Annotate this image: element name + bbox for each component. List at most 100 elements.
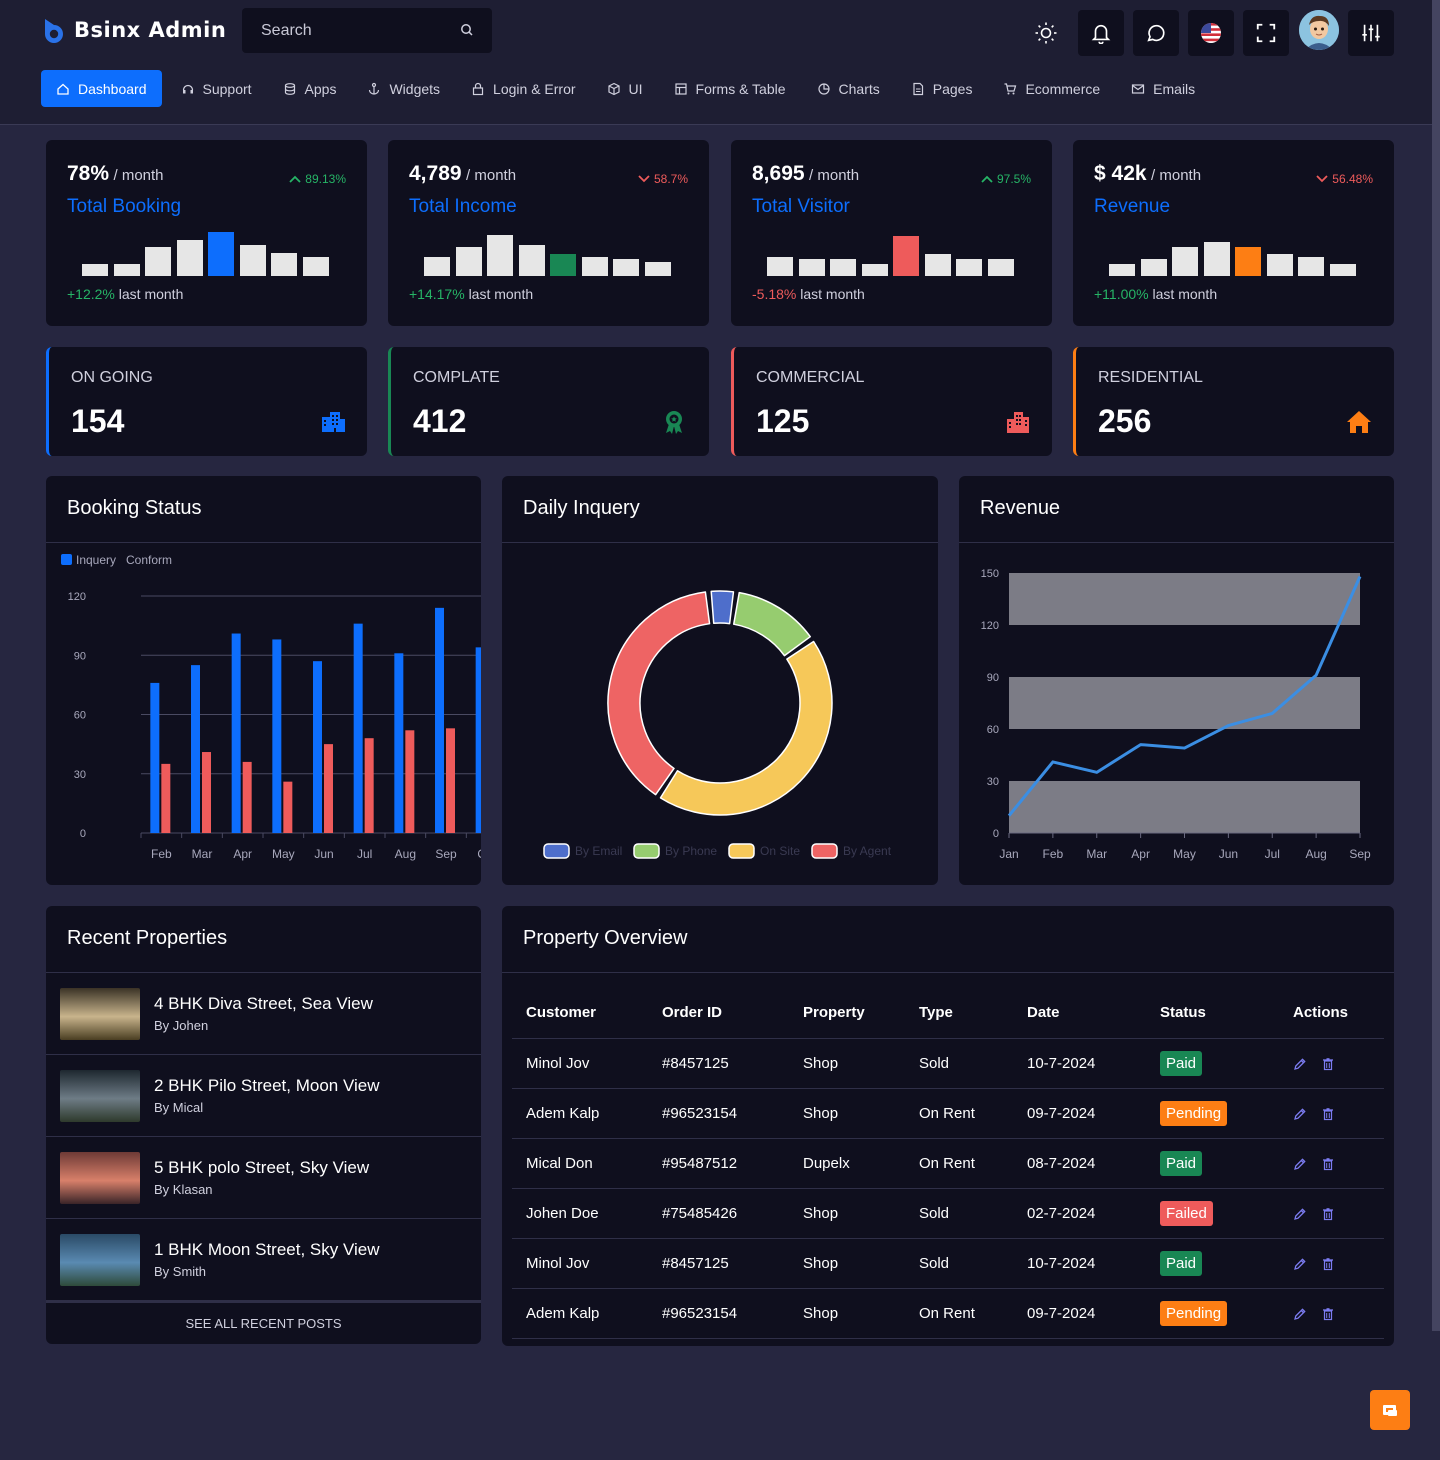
bar-inquery-jul[interactable]: [353, 623, 363, 833]
nav-item-ecommerce[interactable]: Ecommerce: [991, 70, 1112, 107]
bar-inquery-may[interactable]: [272, 639, 282, 833]
nav-item-dashboard[interactable]: Dashboard: [41, 70, 162, 107]
see-all-recent-posts-link[interactable]: SEE ALL RECENT POSTS: [46, 1300, 481, 1344]
bar-inquery-sep[interactable]: [435, 607, 444, 833]
property-thumbnail[interactable]: [60, 1234, 140, 1286]
donut-slice-by-phone[interactable]: [733, 591, 812, 657]
edit-icon[interactable]: [1293, 1207, 1307, 1221]
status-badge: Paid: [1160, 1250, 1203, 1276]
property-title[interactable]: 5 BHK polo Street, Sky View: [154, 1158, 370, 1177]
building-icon: [322, 412, 345, 432]
legend-label[interactable]: By Email: [575, 844, 622, 858]
bar-inquery-mar[interactable]: [191, 665, 200, 833]
y-tick-label: 60: [987, 724, 999, 736]
nav-item-label: Widgets: [389, 80, 441, 97]
bar-inquery-feb[interactable]: [150, 682, 160, 833]
nav-item-apps[interactable]: Apps: [271, 70, 349, 107]
legend-label[interactable]: Inquery: [76, 553, 116, 567]
kpi-value: 412: [413, 403, 467, 439]
trash-icon[interactable]: [1321, 1257, 1335, 1271]
nav-item-widgets[interactable]: Widgets: [355, 70, 452, 107]
edit-icon[interactable]: [1293, 1157, 1307, 1171]
table-row[interactable]: Adem Kalp #96523154 Shop On Rent 09-7-2024 Pe…: [512, 1288, 1384, 1339]
edit-icon[interactable]: [1293, 1257, 1307, 1271]
nav-item-pages[interactable]: Pages: [899, 70, 985, 107]
bar-conform-feb[interactable]: [161, 763, 171, 833]
property-thumbnail[interactable]: [60, 988, 140, 1040]
bar-inquery-jun[interactable]: [313, 661, 322, 833]
donut-slice-by-email[interactable]: [710, 590, 735, 625]
trash-icon[interactable]: [1321, 1307, 1335, 1321]
bar-conform-aug[interactable]: [405, 730, 415, 833]
table-row[interactable]: Minol Jov #8457125 Shop Sold 10-7-2024 Paid: [512, 1038, 1384, 1089]
mini-bar: [1235, 247, 1261, 276]
table-row[interactable]: Adem Kalp #96523154 Shop On Rent 09-7-2024 Pe…: [512, 1088, 1384, 1139]
cell-order: #96523154: [648, 1288, 789, 1339]
bar-conform-mar[interactable]: [202, 752, 211, 833]
trash-icon[interactable]: [1321, 1107, 1335, 1121]
property-thumbnail[interactable]: [60, 1152, 140, 1204]
bar-inquery-apr[interactable]: [231, 633, 241, 833]
table-row[interactable]: Johen Doe #75485426 Shop Sold 02-7-2024 Faile…: [512, 1188, 1384, 1239]
nav-item-ui[interactable]: UI: [595, 70, 655, 107]
y-tick-label: 0: [993, 828, 999, 840]
table-row[interactable]: Mical Don #95487512 Dupelx On Rent 08-7-2024…: [512, 1138, 1384, 1189]
trash-icon[interactable]: [1321, 1057, 1335, 1071]
app-logo[interactable]: Bsinx Admin: [42, 17, 226, 43]
legend-label[interactable]: By Phone: [665, 844, 717, 858]
theme-toggle-button[interactable]: [1023, 10, 1069, 56]
nav-item-support[interactable]: Support: [169, 70, 264, 107]
search-input[interactable]: [242, 8, 457, 53]
bar-conform-may[interactable]: [283, 781, 293, 833]
search-icon[interactable]: [460, 23, 474, 37]
mail-icon: [1132, 83, 1145, 94]
stat-card: 78% / month Total Booking 89.13% +12.2% las…: [46, 140, 367, 326]
edit-icon[interactable]: [1293, 1057, 1307, 1071]
edit-icon[interactable]: [1293, 1307, 1307, 1321]
mini-bar: [1298, 257, 1324, 276]
settings-button[interactable]: [1348, 10, 1394, 56]
page-scrollbar[interactable]: [1432, 0, 1440, 1331]
donut-slice-on-site[interactable]: [659, 640, 833, 816]
language-button[interactable]: [1188, 10, 1234, 56]
legend-label[interactable]: On Site: [760, 844, 800, 858]
edit-icon[interactable]: [1293, 1107, 1307, 1121]
bar-conform-sep[interactable]: [446, 728, 455, 833]
legend-label[interactable]: By Agent: [843, 844, 892, 858]
property-title[interactable]: 4 BHK Diva Street, Sea View: [154, 994, 373, 1013]
cell-type: On Rent: [905, 1088, 1013, 1139]
legend-label[interactable]: Conform: [126, 553, 172, 567]
chat-fab-button[interactable]: [1370, 1390, 1410, 1430]
bar-conform-jul[interactable]: [364, 738, 374, 833]
list-item[interactable]: 4 BHK Diva Street, Sea View By Johen: [46, 973, 481, 1055]
property-author: By Johen: [154, 1018, 209, 1033]
donut-slice-by-agent[interactable]: [607, 591, 711, 796]
bar-conform-apr[interactable]: [242, 761, 252, 833]
cell-actions: [1279, 1188, 1384, 1239]
nav-item-emails[interactable]: Emails: [1119, 70, 1207, 107]
list-item[interactable]: 5 BHK polo Street, Sky View By Klasan: [46, 1137, 481, 1219]
trash-icon[interactable]: [1321, 1207, 1335, 1221]
notifications-button[interactable]: [1078, 10, 1124, 56]
revenue-line[interactable]: [1007, 575, 1362, 817]
bar-conform-jun[interactable]: [324, 744, 333, 833]
list-item[interactable]: 1 BHK Moon Street, Sky View By Smith: [46, 1219, 481, 1301]
trash-icon[interactable]: [1321, 1157, 1335, 1171]
bar-inquery-aug[interactable]: [394, 653, 404, 833]
bar-inquery-oct[interactable]: [475, 647, 481, 833]
property-thumbnail[interactable]: [60, 1070, 140, 1122]
kpi-label: ON GOING: [71, 369, 153, 386]
nav-item-forms-table[interactable]: Forms & Table: [662, 70, 798, 107]
fullscreen-button[interactable]: [1243, 10, 1289, 56]
property-title[interactable]: 1 BHK Moon Street, Sky View: [154, 1240, 380, 1259]
messages-button[interactable]: [1133, 10, 1179, 56]
recent-properties-panel: Recent Properties 4 BHK Diva Street, Sea…: [46, 906, 481, 1344]
nav-item-charts[interactable]: Charts: [805, 70, 892, 107]
nav-item-login-error[interactable]: Login & Error: [459, 70, 587, 107]
cell-date: 10-7-2024: [1013, 1238, 1146, 1289]
property-title[interactable]: 2 BHK Pilo Street, Moon View: [154, 1076, 380, 1095]
table-row[interactable]: Minol Jov #8457125 Shop Sold 10-7-2024 Paid: [512, 1238, 1384, 1289]
user-avatar[interactable]: [1299, 10, 1339, 50]
cart-icon: [1004, 82, 1017, 94]
list-item[interactable]: 2 BHK Pilo Street, Moon View By Mical: [46, 1055, 481, 1137]
